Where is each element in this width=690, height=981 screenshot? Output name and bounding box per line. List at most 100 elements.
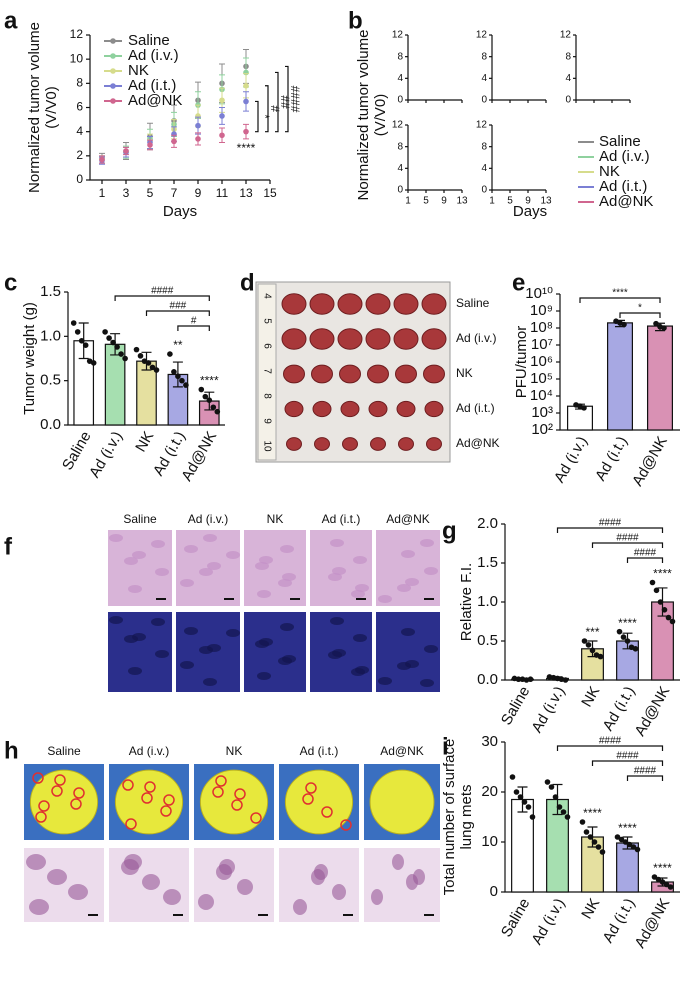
tumor [342, 437, 358, 451]
axis [407, 35, 462, 101]
bracket-label: #### [151, 286, 174, 297]
y-tick-label: 10⁴ [530, 387, 553, 404]
data-point [122, 355, 128, 362]
data-point [544, 779, 551, 785]
texture [180, 579, 194, 587]
data-point [525, 804, 532, 810]
data-point [198, 386, 205, 393]
y-tick-label: 12 [560, 30, 572, 41]
data-point [665, 614, 672, 621]
bracket-label: #### [599, 518, 622, 529]
y-tick-label: 4 [481, 73, 487, 84]
x-tick-label: NK [578, 683, 603, 710]
texture [155, 650, 169, 658]
bracket-label: # [191, 316, 197, 327]
significance: **** [653, 861, 672, 875]
y-tick-label: 0.0 [40, 416, 61, 433]
y-tick-label: 8 [397, 51, 403, 62]
tumor [314, 437, 330, 451]
data-point [513, 789, 520, 795]
tumor [309, 293, 335, 315]
data-point [552, 794, 559, 800]
data-point [657, 599, 664, 605]
data-point [624, 638, 631, 644]
significance: **** [618, 821, 637, 835]
data-point [153, 367, 160, 373]
data-point [118, 351, 124, 357]
texture [259, 556, 273, 564]
x-tick-label: Ad (i.t.) [592, 433, 631, 483]
y-tick-label: 0 [481, 185, 487, 196]
bar [511, 798, 534, 893]
bar [136, 360, 157, 426]
data-point [183, 382, 189, 388]
texture [420, 679, 434, 687]
y-tick-label: 10⁸ [530, 319, 553, 336]
data-point [521, 799, 528, 805]
data-point [579, 819, 586, 825]
texture [257, 590, 271, 598]
texture [278, 579, 292, 587]
row-label: Ad (i.v.) [456, 331, 496, 345]
bracket-label: * [638, 303, 642, 314]
legend-marker [110, 53, 116, 59]
metastasis [73, 787, 85, 799]
data-point [653, 587, 660, 594]
metastasis [144, 781, 156, 793]
tissue [29, 899, 49, 915]
data-point [630, 844, 637, 850]
data-point [562, 677, 569, 683]
texture [255, 562, 269, 570]
x-tick-label: 9 [195, 186, 202, 200]
significance: ** [173, 338, 183, 352]
column-label: Ad (i.t.) [300, 744, 339, 758]
x-tick-label: Ad (i.v.) [528, 895, 568, 947]
y-tick-label: 10³ [531, 404, 553, 421]
texture [278, 657, 292, 665]
tissue [314, 864, 328, 880]
y-tick-label: 12 [70, 27, 84, 41]
texture [397, 662, 411, 670]
legend-label: Ad@NK [128, 92, 182, 109]
bar [566, 405, 593, 431]
y-tick-label: 10⁹ [530, 302, 553, 319]
legend-label: NK [599, 163, 620, 180]
tumor [424, 400, 444, 418]
micrograph [244, 612, 306, 692]
texture [330, 539, 344, 547]
data-point [661, 325, 667, 331]
bracket [556, 745, 664, 751]
y-tick-label: 0 [76, 172, 83, 186]
y-tick-label: 8 [397, 141, 403, 152]
y-tick-label: 4 [76, 124, 83, 138]
data-point [145, 360, 152, 366]
texture [397, 584, 411, 592]
tissue [26, 854, 46, 870]
x-tick-label: 9 [525, 196, 531, 207]
axis [491, 125, 546, 191]
texture [207, 562, 221, 570]
column-label: Ad@NK [386, 512, 430, 526]
x-axis-title: Days [163, 203, 197, 220]
tumor [365, 328, 391, 350]
metastasis [70, 798, 82, 810]
metastasis [305, 782, 317, 794]
bracket-label: ### [170, 301, 187, 312]
y-tick-label: 8 [481, 141, 487, 152]
bracket-label: #### [599, 736, 622, 747]
texture [328, 651, 342, 659]
data-point [661, 607, 668, 613]
data-point [626, 841, 633, 848]
legend-marker [110, 68, 116, 74]
texture [328, 573, 342, 581]
metastasis [231, 799, 243, 811]
data-point [74, 329, 81, 335]
tumor [281, 328, 307, 350]
x-tick-label: 13 [540, 196, 552, 207]
legend-label: Ad@NK [599, 193, 653, 210]
x-tick-label: 5 [423, 196, 429, 207]
column-label: NK [226, 744, 243, 758]
x-tick-label: Saline [498, 683, 534, 728]
lung [199, 769, 269, 835]
texture [353, 634, 367, 642]
